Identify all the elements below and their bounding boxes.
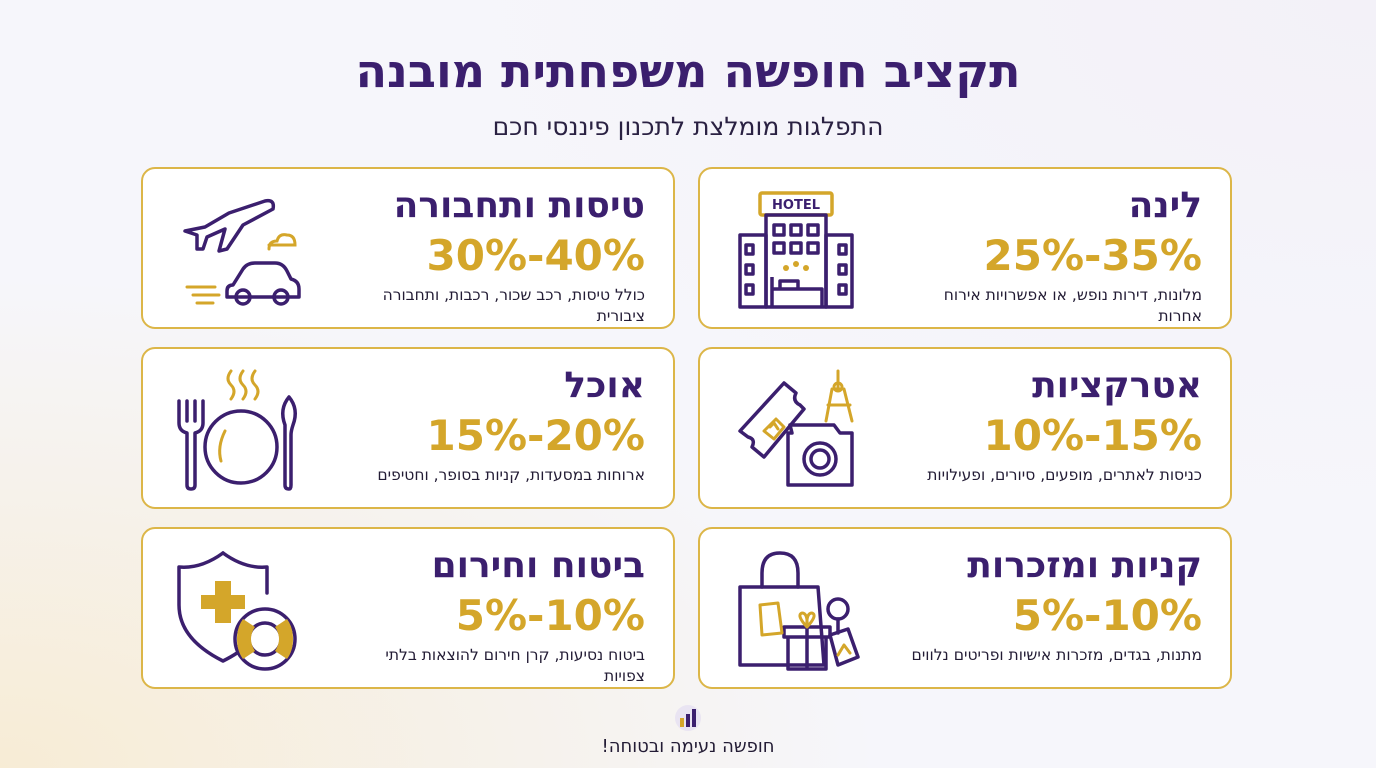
card-description: ביטוח נסיעות, קרן חירום להוצאות בלתי צפו… bbox=[385, 646, 645, 685]
shield-lifebuoy-icon bbox=[177, 551, 297, 671]
hotel-icon: HOTEL bbox=[738, 191, 854, 309]
card-attractions: אטרקציות 10%-15% כניסות לאתרים, מופעים, … bbox=[698, 347, 1232, 509]
card-title: קניות ומזכרות bbox=[967, 545, 1202, 586]
card-percentage: 15%-20% bbox=[426, 411, 646, 460]
ticket-camera-icon bbox=[738, 369, 854, 487]
card-percentage: 5%-10% bbox=[1012, 591, 1202, 640]
card-shopping: קניות ומזכרות 5%-10% מתנות, בגדים, מזכרו… bbox=[698, 527, 1232, 689]
card-description: מלונות, דירות נופש, או אפשרויות אירוח אח… bbox=[943, 286, 1202, 325]
bar-chart-logo-icon bbox=[675, 705, 701, 731]
card-title: לינה bbox=[1128, 185, 1202, 226]
plate-cutlery-icon bbox=[177, 369, 297, 491]
card-percentage: 30%-40% bbox=[426, 231, 646, 280]
card-percentage: 25%-35% bbox=[983, 231, 1203, 280]
card-description: מתנות, בגדים, מזכרות אישיות ופריטים נלוו… bbox=[911, 646, 1202, 664]
card-percentage: 5%-10% bbox=[455, 591, 645, 640]
card-description: כולל טיסות, רכב שכור, רכבות, ותחבורה ציב… bbox=[382, 286, 645, 325]
svg-text:HOTEL: HOTEL bbox=[772, 198, 820, 213]
card-flights-transport: טיסות ותחבורה 30%-40% כולל טיסות, רכב שכ… bbox=[141, 167, 675, 329]
card-lodging: לינה 25%-35% מלונות, דירות נופש, או אפשר… bbox=[698, 167, 1232, 329]
card-description: כניסות לאתרים, מופעים, סיורים, ופעילויות bbox=[927, 466, 1202, 484]
shopping-bag-icon bbox=[738, 551, 860, 671]
card-title: ביטוח וחירום bbox=[431, 545, 645, 586]
footer-text: חופשה נעימה ובטוחה! bbox=[601, 736, 775, 757]
card-title: אטרקציות bbox=[1032, 365, 1202, 406]
card-food: אוכל 15%-20% ארוחות במסעדות, קניות בסופר… bbox=[141, 347, 675, 509]
page-subtitle: התפלגות מומלצת לתכנון פיננסי חכם bbox=[492, 112, 884, 141]
plane-car-icon bbox=[183, 198, 301, 306]
page-title: תקציב חופשה משפחתית מובנה bbox=[355, 44, 1021, 98]
card-insurance: ביטוח וחירום 5%-10% ביטוח נסיעות, קרן חי… bbox=[141, 527, 675, 689]
card-percentage: 10%-15% bbox=[983, 411, 1203, 460]
card-title: אוכל bbox=[564, 365, 645, 406]
card-description: ארוחות במסעדות, קניות בסופר, וחטיפים bbox=[377, 466, 645, 484]
card-title: טיסות ותחבורה bbox=[393, 185, 645, 226]
